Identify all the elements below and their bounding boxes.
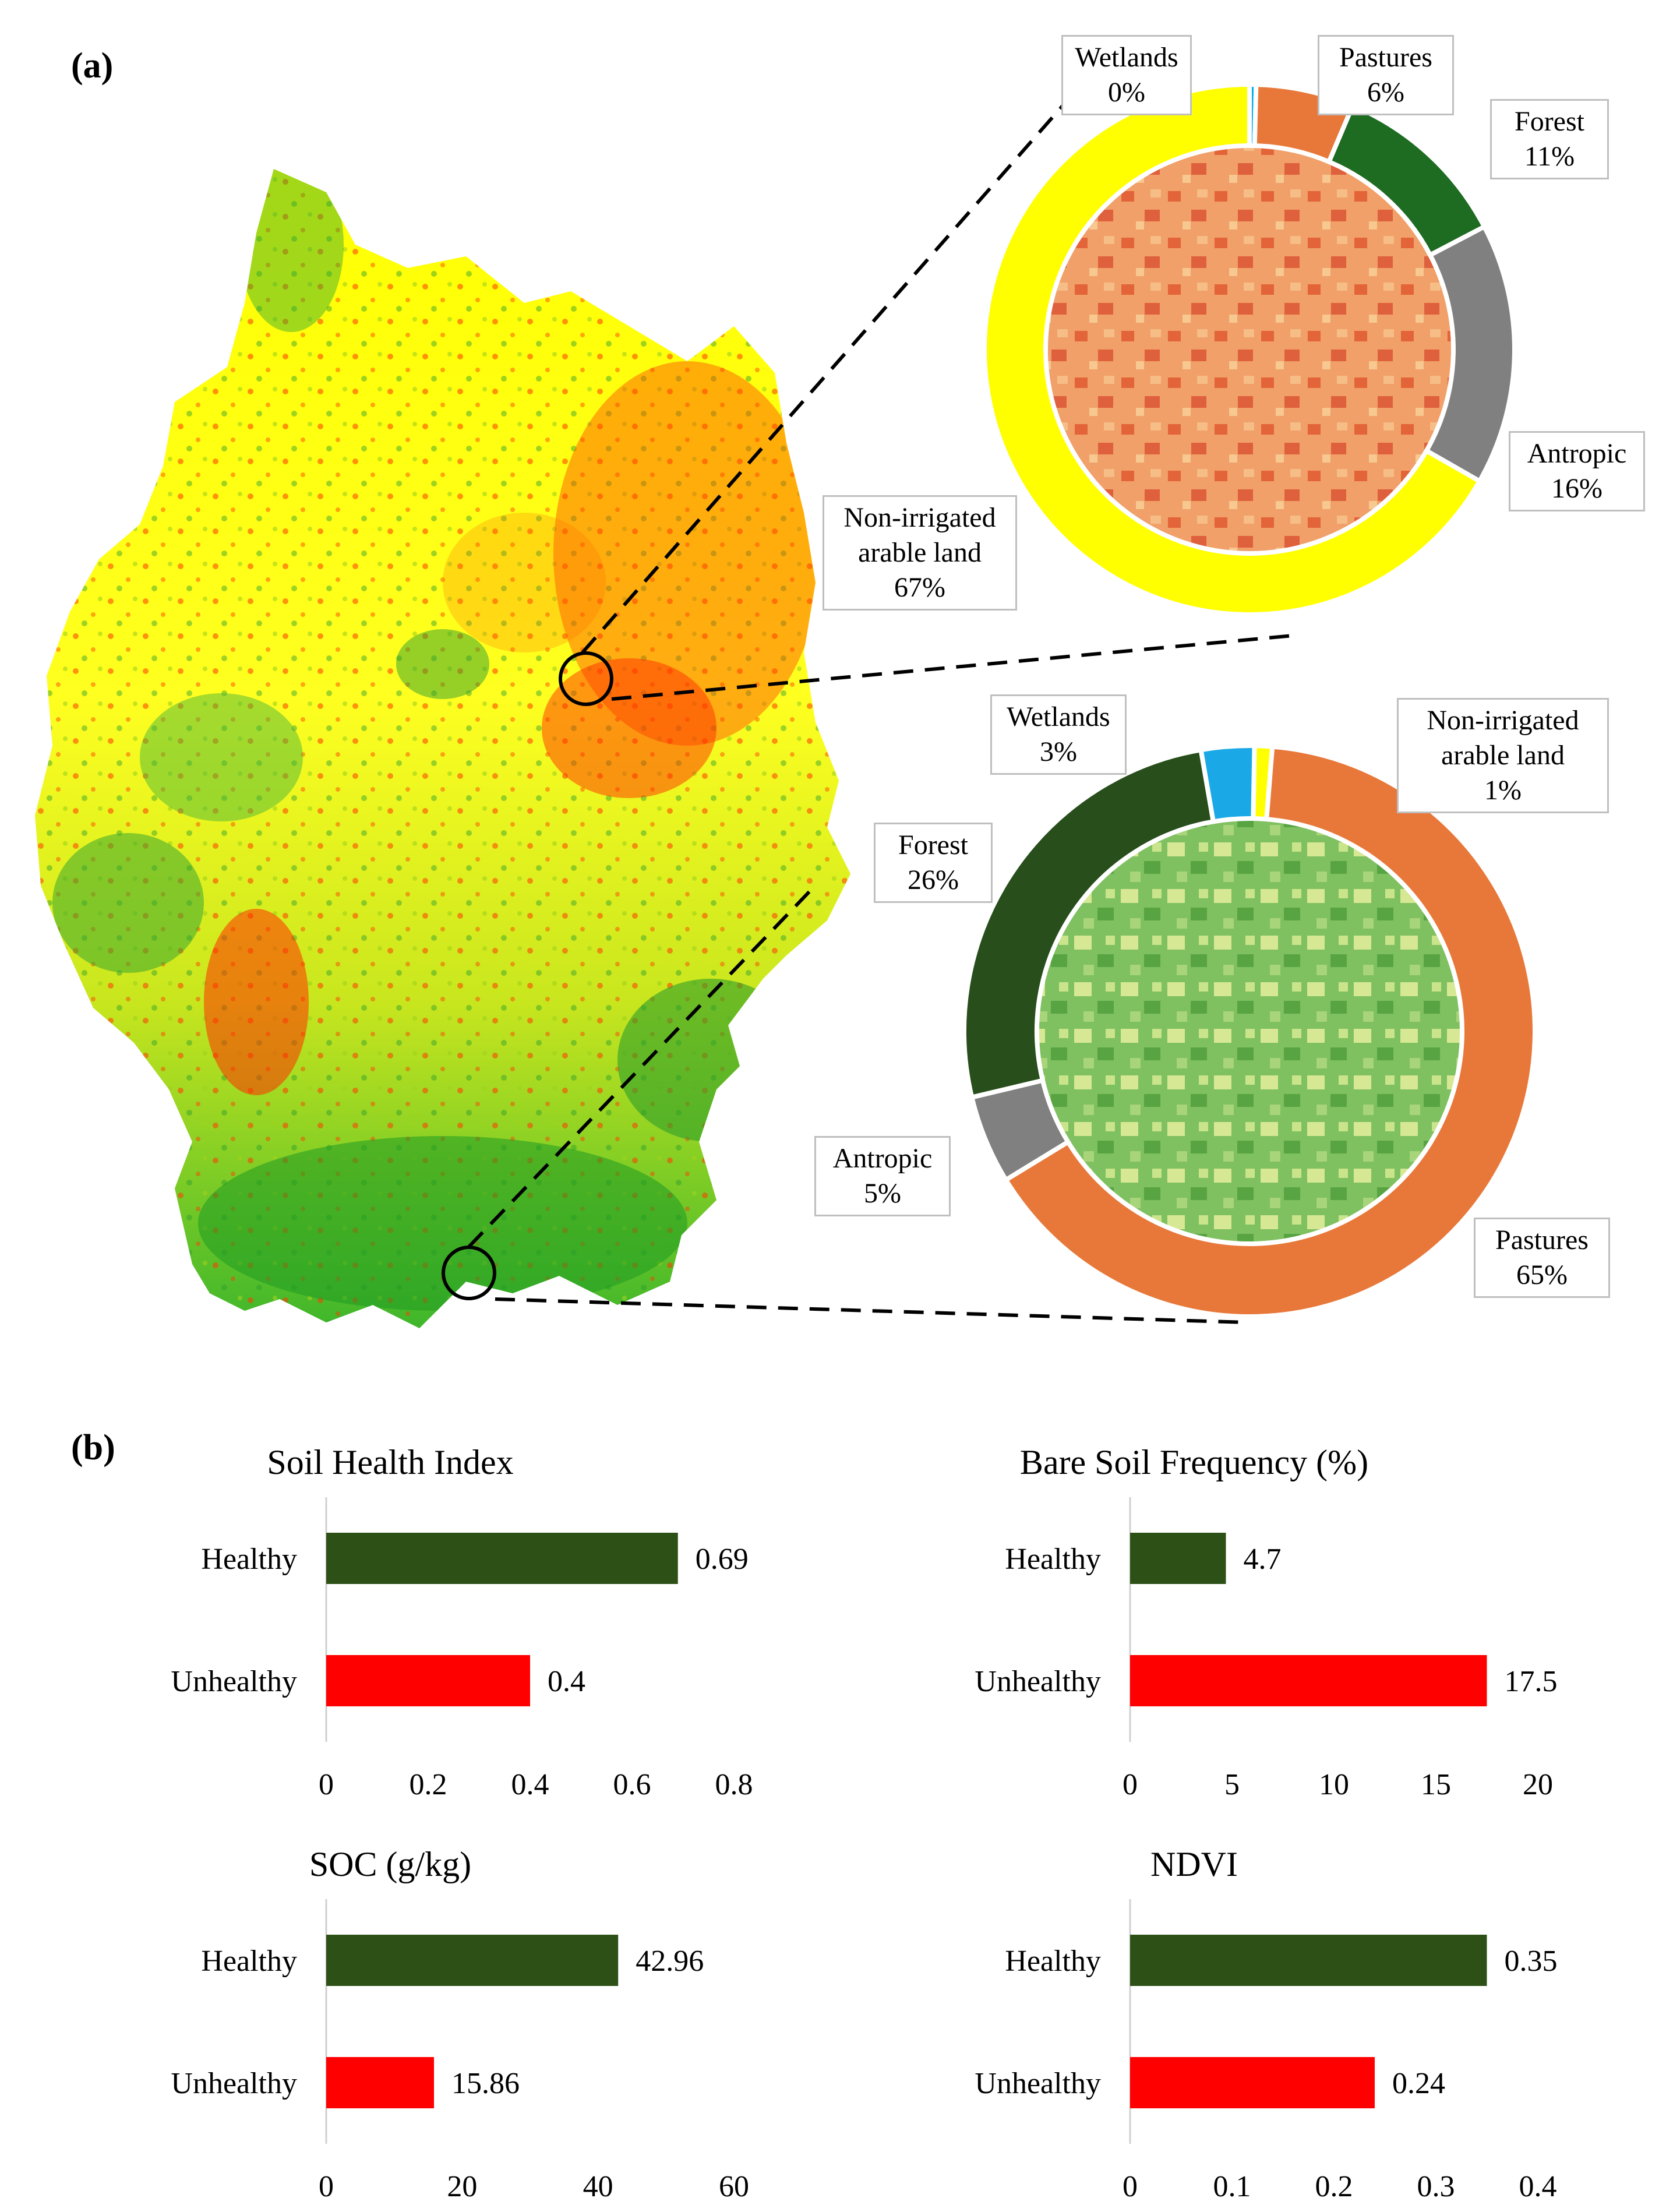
- callout-pct: 6%: [1367, 77, 1404, 108]
- callout-pct: 3%: [1040, 736, 1077, 767]
- callout-pct: 1%: [1484, 775, 1522, 806]
- callout-d2-forest: Forest 26%: [874, 823, 993, 903]
- x-tick-label: 10: [1319, 1768, 1349, 1801]
- x-tick-label: 0: [1123, 1768, 1138, 1801]
- panel-a-label: (a): [71, 46, 114, 86]
- bar-chart-bare-soil-frequency: Bare Soil Frequency (%) Healthy 4.7 Unhealt…: [897, 1433, 1596, 1806]
- soil-health-map: [35, 101, 1300, 1328]
- category-label: Healthy: [201, 1543, 297, 1576]
- category-label: Healthy: [201, 1945, 297, 1978]
- x-tick-label: 0.8: [715, 1768, 753, 1801]
- callout-d1-forest: Forest 11%: [1490, 99, 1609, 179]
- callout-label: Pastures: [1339, 42, 1432, 73]
- donut-center-image: [1046, 146, 1453, 553]
- x-tick-label: 15: [1421, 1768, 1451, 1801]
- callout-pct: 26%: [908, 865, 959, 895]
- bar-healthy: [1130, 1533, 1226, 1584]
- donut-slice-non-irrigated-arable-land: [982, 82, 1483, 617]
- callout-pct: 67%: [894, 572, 945, 603]
- bar-unhealthy: [1130, 1655, 1487, 1706]
- callout-label: Antropic: [1527, 438, 1627, 469]
- category-label: Unhealthy: [975, 2067, 1101, 2100]
- bar-chart-svg: NDVI Healthy 0.35 Unhealthy 0.24 0 0.1 0.2 0.3 0.…: [975, 1845, 1558, 2203]
- callout-pct: 65%: [1516, 1260, 1568, 1290]
- bar-healthy: [326, 1533, 678, 1584]
- panel-b-label: (b): [71, 1428, 115, 1467]
- x-tick-label: 20: [1523, 1768, 1553, 1801]
- bar-chart-soc: SOC (g/kg) Healthy 42.96 Unhealthy 15.86 0 20 4…: [93, 1835, 792, 2208]
- bar-unhealthy: [1130, 2057, 1375, 2108]
- chart-title: NDVI: [1150, 1845, 1238, 1883]
- callout-label: Forest: [1515, 106, 1584, 137]
- bar-healthy: [326, 1935, 619, 1986]
- category-label: Unhealthy: [171, 2067, 297, 2100]
- bar-value-label: 17.5: [1505, 1665, 1558, 1698]
- bar-chart-ndvi: NDVI Healthy 0.35 Unhealthy 0.24 0 0.1 0.2 0.3 0.…: [897, 1835, 1596, 2208]
- callout-d1-wetlands: Wetlands 0%: [1061, 35, 1192, 115]
- donut-chart-south: [962, 743, 1537, 1319]
- x-tick-label: 60: [719, 2170, 749, 2203]
- bar-value-label: 0.69: [696, 1543, 749, 1576]
- bar-value-label: 0.4: [548, 1665, 585, 1698]
- bar-unhealthy: [326, 1655, 530, 1706]
- callout-pct: 11%: [1524, 141, 1575, 172]
- bar-chart-svg: Soil Health Index Healthy 0.69 Unhealthy 0.4…: [171, 1443, 753, 1801]
- callout-d1-antropic: Antropic 16%: [1509, 431, 1645, 511]
- donut-slice-wetlands: [1198, 743, 1257, 824]
- callout-pct: 16%: [1551, 473, 1602, 504]
- chart-title: SOC (g/kg): [309, 1845, 471, 1883]
- callout-label: Pastures: [1495, 1225, 1589, 1255]
- callout-d2-arable: Non-irrigated arable land 1%: [1397, 698, 1609, 813]
- donut-center-image: [1037, 819, 1462, 1244]
- x-tick-label: 0.4: [1519, 2170, 1557, 2203]
- donut-chart-east: [982, 82, 1517, 617]
- chart-title: Bare Soil Frequency (%): [1020, 1443, 1368, 1481]
- chart-title: Soil Health Index: [267, 1443, 513, 1481]
- bar-unhealthy: [326, 2057, 435, 2108]
- callout-label: Non-irrigated arable land: [843, 502, 996, 568]
- bar-chart-svg: Bare Soil Frequency (%) Healthy 4.7 Unhealt…: [975, 1443, 1558, 1801]
- callout-label: Forest: [898, 830, 968, 860]
- bar-value-label: 15.86: [451, 2067, 520, 2100]
- donut-slice-pastures: [1003, 744, 1537, 1319]
- x-tick-label: 0.3: [1417, 2170, 1455, 2203]
- x-tick-label: 0.1: [1213, 2170, 1251, 2203]
- bar-value-label: 0.35: [1505, 1945, 1558, 1978]
- bar-chart-svg: SOC (g/kg) Healthy 42.96 Unhealthy 15.86 0 20 4…: [171, 1845, 749, 2203]
- callout-label: Non-irrigated arable land: [1427, 705, 1579, 771]
- callout-d2-wetlands: Wetlands 3%: [990, 694, 1127, 775]
- category-label: Healthy: [1005, 1945, 1101, 1978]
- callout-d1-arable: Non-irrigated arable land 67%: [823, 495, 1017, 611]
- highlight-circle-south: [442, 1246, 496, 1300]
- callout-d1-pastures: Pastures 6%: [1318, 35, 1454, 115]
- callout-label: Antropic: [832, 1143, 933, 1174]
- callout-pct: 0%: [1108, 77, 1145, 108]
- bar-healthy: [1130, 1935, 1487, 1986]
- category-label: Unhealthy: [975, 1665, 1101, 1698]
- category-label: Unhealthy: [171, 1665, 297, 1698]
- donut-slice-forest: [962, 747, 1216, 1100]
- x-tick-label: 0: [319, 2170, 334, 2203]
- x-tick-label: 0: [319, 1768, 334, 1801]
- callout-label: Wetlands: [1075, 42, 1178, 73]
- x-tick-label: 40: [583, 2170, 613, 2203]
- bar-chart-soil-health-index: Soil Health Index Healthy 0.69 Unhealthy 0.4…: [93, 1433, 792, 1806]
- callout-pct: 5%: [864, 1178, 901, 1209]
- bar-value-label: 4.7: [1244, 1543, 1282, 1576]
- highlight-circle-east: [559, 651, 613, 706]
- x-tick-label: 20: [447, 2170, 477, 2203]
- category-label: Healthy: [1005, 1543, 1101, 1576]
- callout-d2-antropic: Antropic 5%: [814, 1136, 951, 1216]
- x-tick-label: 0.4: [511, 1768, 549, 1801]
- callout-label: Wetlands: [1007, 701, 1110, 732]
- bar-value-label: 42.96: [636, 1945, 704, 1978]
- x-tick-label: 0: [1123, 2170, 1138, 2203]
- x-tick-label: 5: [1224, 1768, 1240, 1801]
- x-tick-label: 0.6: [613, 1768, 651, 1801]
- x-tick-label: 0.2: [1315, 2170, 1353, 2203]
- bar-value-label: 0.24: [1392, 2067, 1445, 2100]
- x-tick-label: 0.2: [410, 1768, 447, 1801]
- callout-d2-pastures: Pastures 65%: [1474, 1218, 1610, 1298]
